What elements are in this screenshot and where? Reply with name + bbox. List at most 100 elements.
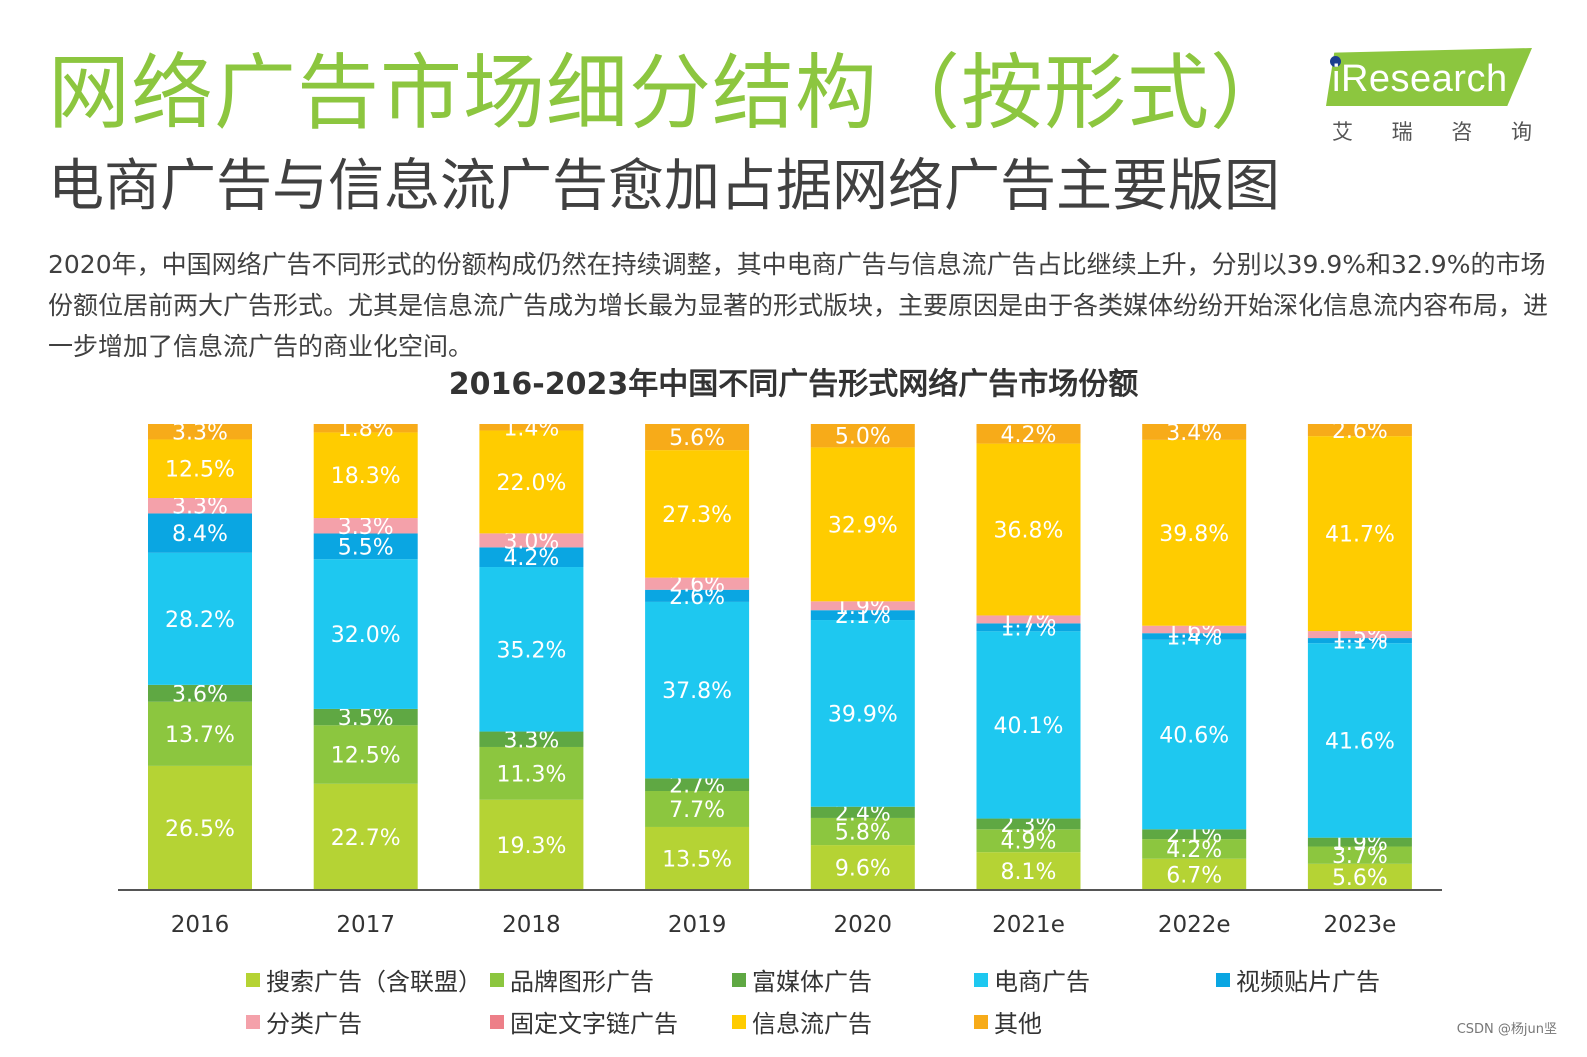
data-label: 19.3% (496, 834, 566, 859)
legend-label: 电商广告 (994, 968, 1090, 996)
data-label: 3.7% (1332, 844, 1388, 869)
data-label: 41.6% (1325, 729, 1395, 754)
bar-segment (148, 513, 252, 553)
bar-segment (313, 559, 418, 709)
data-label: 22.0% (496, 471, 566, 496)
data-label: 13.7% (165, 723, 235, 748)
logo-flag-shape (1326, 48, 1532, 106)
bar-segment (313, 708, 418, 726)
logo-wordmark: iResearch (1332, 58, 1508, 100)
legend-swatch (490, 972, 504, 987)
data-label: 1.4% (503, 416, 559, 441)
bar-segment (645, 577, 750, 590)
data-label: 40.1% (994, 714, 1064, 739)
bar-segment (148, 701, 252, 766)
x-tick-label: 2016 (171, 912, 230, 938)
bar-segment (810, 806, 915, 818)
legend-label: 品牌图形广告 (510, 968, 654, 996)
bar-segment (810, 845, 915, 890)
watermark: CSDN @杨jun坚 (1456, 1022, 1557, 1037)
bar-segment (1307, 846, 1412, 864)
data-label: 5.6% (1332, 866, 1388, 891)
bar-segment (479, 430, 584, 534)
x-tick-label: 2023e (1324, 912, 1397, 938)
bar-segment (1307, 631, 1412, 639)
data-label: 39.9% (828, 702, 898, 727)
logo-chinese-name: 艾 瑞 咨 询 (1332, 116, 1532, 146)
data-label: 18.3% (331, 464, 401, 489)
legend-swatch (732, 1014, 746, 1029)
data-label: 12.5% (331, 744, 401, 769)
bar-segment (479, 731, 584, 747)
bar-segment (313, 424, 418, 433)
data-label: 3.0% (503, 529, 559, 554)
page-title: 网络广告市场细分结构（按形式） (48, 46, 1294, 141)
bar-segment (645, 424, 750, 451)
bar-segment (313, 725, 418, 784)
bar-segment (976, 631, 1081, 819)
bar-segment (645, 791, 750, 827)
bar-segment (1142, 829, 1247, 840)
data-label: 27.3% (662, 503, 732, 528)
data-label: 5.5% (338, 535, 394, 560)
logo-char: 询 (1510, 120, 1532, 144)
bar-segment (479, 746, 584, 800)
data-label: 40.6% (1159, 724, 1229, 749)
bar-segment (810, 817, 915, 846)
legend-label: 固定文字链广告 (510, 1010, 678, 1038)
legend-item: 电商广告 (974, 962, 1090, 997)
data-label: 8.1% (1001, 860, 1057, 885)
logo-char: 咨 (1451, 120, 1473, 144)
x-tick-label: 2020 (834, 912, 893, 938)
data-label: 4.2% (1001, 423, 1057, 448)
data-label: 3.6% (172, 682, 228, 707)
legend-item: 其他 (974, 1004, 1042, 1039)
bar-segment (645, 589, 750, 602)
data-label: 11.3% (496, 762, 566, 787)
data-label: 3.3% (338, 515, 394, 540)
data-label: 4.9% (1001, 830, 1057, 855)
bar-segment (1307, 424, 1412, 437)
legend-item: 固定文字链广告 (490, 1004, 678, 1039)
bar-segment (810, 447, 915, 602)
legend-swatch (732, 972, 746, 987)
data-label: 13.5% (662, 847, 732, 872)
data-label: 8.4% (172, 522, 228, 547)
bar-segment (148, 552, 252, 685)
bar-segment (1142, 858, 1247, 890)
bar-segment (1307, 837, 1412, 847)
x-tick-label: 2018 (502, 912, 561, 938)
data-label: 9.6% (835, 857, 891, 882)
bar-segment (1142, 633, 1247, 640)
bar-segment (976, 623, 1081, 632)
bar-segment (976, 443, 1081, 616)
data-label: 3.5% (338, 706, 394, 731)
bar-segment (148, 684, 252, 702)
summary-paragraph: 2020年，中国网络广告不同形式的份额构成仍然在持续调整，其中电商广告与信息流广… (48, 250, 1549, 361)
logo-char: 艾 (1332, 120, 1353, 144)
bar-segment (313, 432, 418, 519)
bar-segment (313, 533, 418, 560)
bar-segment (810, 424, 915, 448)
legend-label: 其他 (994, 1010, 1042, 1038)
bar-segment (1307, 863, 1412, 890)
bar-segment (1142, 639, 1247, 830)
chart-title: 2016-2023年中国不同广告形式网络广告市场份额 (448, 367, 1139, 402)
data-label: 3.3% (172, 495, 228, 520)
bar-segment (976, 829, 1081, 853)
legend-item: 品牌图形广告 (490, 962, 654, 997)
bar-segment (479, 547, 584, 568)
bar-segment (148, 765, 252, 890)
x-tick-label: 2019 (668, 912, 727, 938)
data-label: 39.8% (1159, 522, 1229, 547)
bar-segment (645, 778, 750, 792)
data-label: 32.9% (828, 513, 898, 538)
data-label: 1.8% (338, 417, 394, 442)
data-label: 3.3% (172, 421, 228, 446)
data-label: 5.6% (669, 426, 725, 451)
bar-segment (479, 424, 584, 431)
data-label: 4.2% (503, 546, 559, 571)
bar-segment (976, 424, 1081, 444)
